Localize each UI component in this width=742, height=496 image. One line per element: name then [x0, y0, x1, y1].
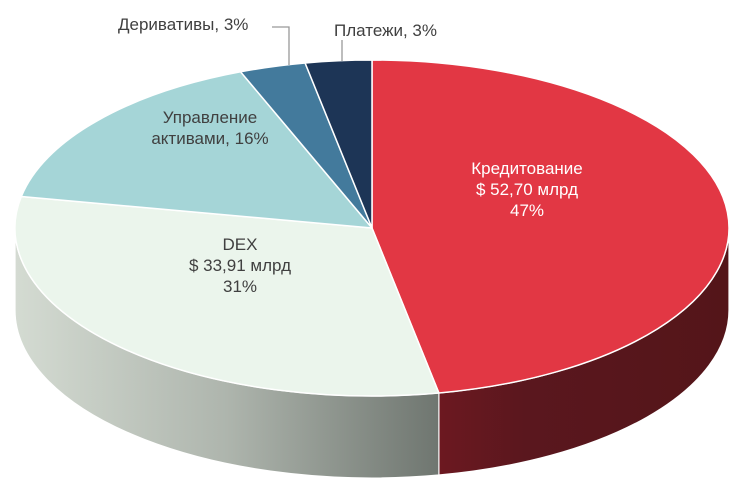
label-lending-percent: 47%	[509, 201, 545, 220]
label-dex-name: DEX	[222, 235, 258, 254]
label-dex-value: $ 33,91 млрд	[188, 256, 292, 275]
pie-slice-payments	[304, 59, 373, 229]
pie-tops	[14, 59, 730, 397]
label-lending-value: $ 52,70 млрд	[475, 180, 579, 199]
label-derivatives-text: Деривативы, 3%	[118, 15, 249, 34]
label-lending-name: Кредитование	[471, 159, 583, 178]
label-lending: Кредитование $ 52,70 млрд 47%	[452, 158, 602, 221]
pie-slice-dex	[14, 195, 440, 397]
label-payments: Платежи, 3%	[334, 20, 437, 41]
label-dex-percent: 31%	[222, 277, 258, 296]
label-derivatives: Деривативы, 3%	[118, 14, 248, 35]
label-payments-text: Платежи, 3%	[334, 21, 437, 40]
label-asset-mgmt: Управление активами, 16%	[135, 107, 285, 149]
label-dex: DEX $ 33,91 млрд 31%	[165, 234, 315, 297]
label-asset-mgmt-line2: активами, 16%	[151, 129, 269, 148]
pie-slice-asset_mgmt	[20, 71, 373, 229]
leader-line-derivatives	[272, 26, 290, 65]
pie-slice-lending	[371, 59, 730, 394]
leader-lines	[272, 26, 343, 65]
label-asset-mgmt-line1: Управление	[162, 108, 258, 127]
